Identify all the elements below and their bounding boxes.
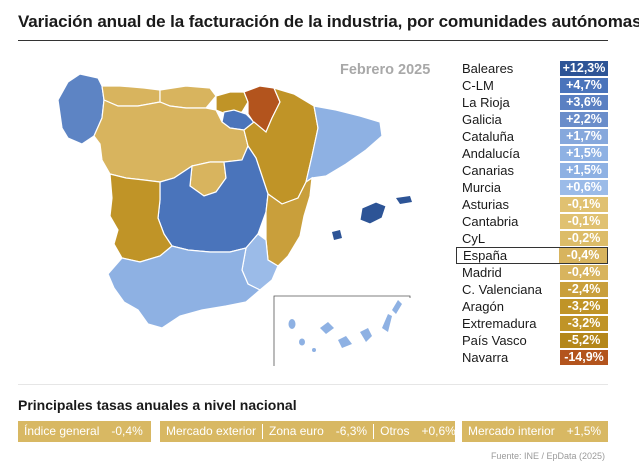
region-value: +4,7% (560, 78, 608, 93)
otros-label: Otros (380, 424, 410, 438)
indice-general-value: -0,4% (111, 424, 143, 438)
region-name: España (463, 248, 508, 263)
region-name: Navarra (462, 350, 509, 365)
otros-value: +0,6% (421, 424, 456, 438)
source-note: Fuente: INE / EpData (2025) (490, 451, 605, 461)
region-value: -0,2% (560, 231, 608, 246)
region-value: +1,5% (560, 163, 608, 178)
pill-mercado-exterior: Mercado exterior Zona euro -6,3% Otros +0,6% (160, 421, 456, 442)
region-value: -0,4% (559, 248, 607, 263)
ranking-row: Baleares +12,3% (456, 60, 608, 77)
region-name: Canarias (462, 163, 515, 178)
region-value: -5,2% (560, 333, 608, 348)
zona-euro-label: Zona euro (269, 424, 324, 438)
region-name: CyL (462, 231, 486, 246)
ranking-row: Asturias -0,1% (456, 196, 608, 213)
region-name: Cataluña (462, 129, 515, 144)
region-name: Andalucía (462, 146, 520, 161)
region-name: Madrid (462, 265, 502, 280)
ranking-row: Cataluña +1,7% (456, 128, 608, 145)
region-andalucia (107, 245, 262, 329)
period-label: Febrero 2025 (340, 62, 431, 78)
ranking-row: C. Valenciana -2,4% (456, 281, 608, 298)
region-name: C-LM (462, 78, 494, 93)
region-value: +1,7% (560, 129, 608, 144)
region-value: -3,2% (560, 316, 608, 331)
pill-indice-general: Índice general -0,4% (18, 421, 151, 442)
region-name: Asturias (462, 197, 509, 212)
region-name: Aragón (462, 299, 504, 314)
region-name: Galicia (462, 112, 502, 127)
region-name: Extremadura (462, 316, 537, 331)
region-value: -0,4% (560, 265, 608, 280)
region-name: Cantabria (462, 214, 519, 229)
canarias-inset-frame (273, 295, 411, 366)
region-value: +12,3% (560, 61, 608, 76)
zona-euro-value: -6,3% (335, 424, 368, 438)
ranking-row: C-LM +4,7% (456, 77, 608, 94)
ranking-row: La Rioja +3,6% (456, 94, 608, 111)
chart-title: Variación anual de la facturación de la … (18, 12, 639, 41)
national-heading: Principales tasas anuales a nivel nacion… (18, 397, 297, 413)
region-value: -0,1% (560, 197, 608, 212)
region-name: Baleares (462, 61, 514, 76)
region-comunidad-valenciana (265, 176, 313, 267)
region-cataluna (305, 105, 383, 184)
indice-general-label: Índice general (24, 424, 100, 438)
ranking-row: Galicia +2,2% (456, 111, 608, 128)
pill-mercado-interior: Mercado interior +1,5% (462, 421, 608, 442)
ranking-row: País Vasco -5,2% (456, 332, 608, 349)
region-cantabria (159, 85, 217, 109)
ranking-row: Madrid -0,4% (456, 264, 608, 281)
region-pais-vasco (215, 91, 249, 115)
region-value: -0,1% (560, 214, 608, 229)
region-name: País Vasco (462, 333, 527, 348)
ranking-row: Cantabria -0,1% (456, 213, 608, 230)
region-name: Murcia (462, 180, 502, 195)
ranking-row: Extremadura -3,2% (456, 315, 608, 332)
region-baleares-ibiza (332, 230, 342, 240)
region-value: +3,6% (560, 95, 608, 110)
region-canarias (288, 300, 402, 352)
region-name: La Rioja (462, 95, 510, 110)
mercado-interior-label: Mercado interior (468, 424, 555, 438)
ranking-row: España -0,4% (456, 247, 608, 264)
ranking-table: Baleares +12,3% C-LM +4,7% La Rioja +3,6% Gali… (456, 60, 608, 366)
region-value: -14,9% (560, 350, 608, 365)
ranking-row: Canarias +1,5% (456, 162, 608, 179)
mercado-exterior-label: Mercado exterior (166, 424, 257, 438)
region-value: +0,6% (560, 180, 608, 195)
spain-map (57, 73, 412, 366)
region-baleares-menorca (396, 196, 412, 204)
ranking-row: Aragón -3,2% (456, 298, 608, 315)
mercado-interior-value: +1,5% (566, 424, 602, 438)
region-value: -3,2% (560, 299, 608, 314)
ranking-row: Navarra -14,9% (456, 349, 608, 366)
region-value: -2,4% (560, 282, 608, 297)
separator (18, 384, 608, 385)
region-name: C. Valenciana (462, 282, 542, 297)
ranking-row: Murcia +0,6% (456, 179, 608, 196)
region-value: +1,5% (560, 146, 608, 161)
ranking-row: CyL -0,2% (456, 230, 608, 247)
region-value: +2,2% (560, 112, 608, 127)
ranking-row: Andalucía +1,5% (456, 145, 608, 162)
region-baleares (359, 201, 387, 225)
